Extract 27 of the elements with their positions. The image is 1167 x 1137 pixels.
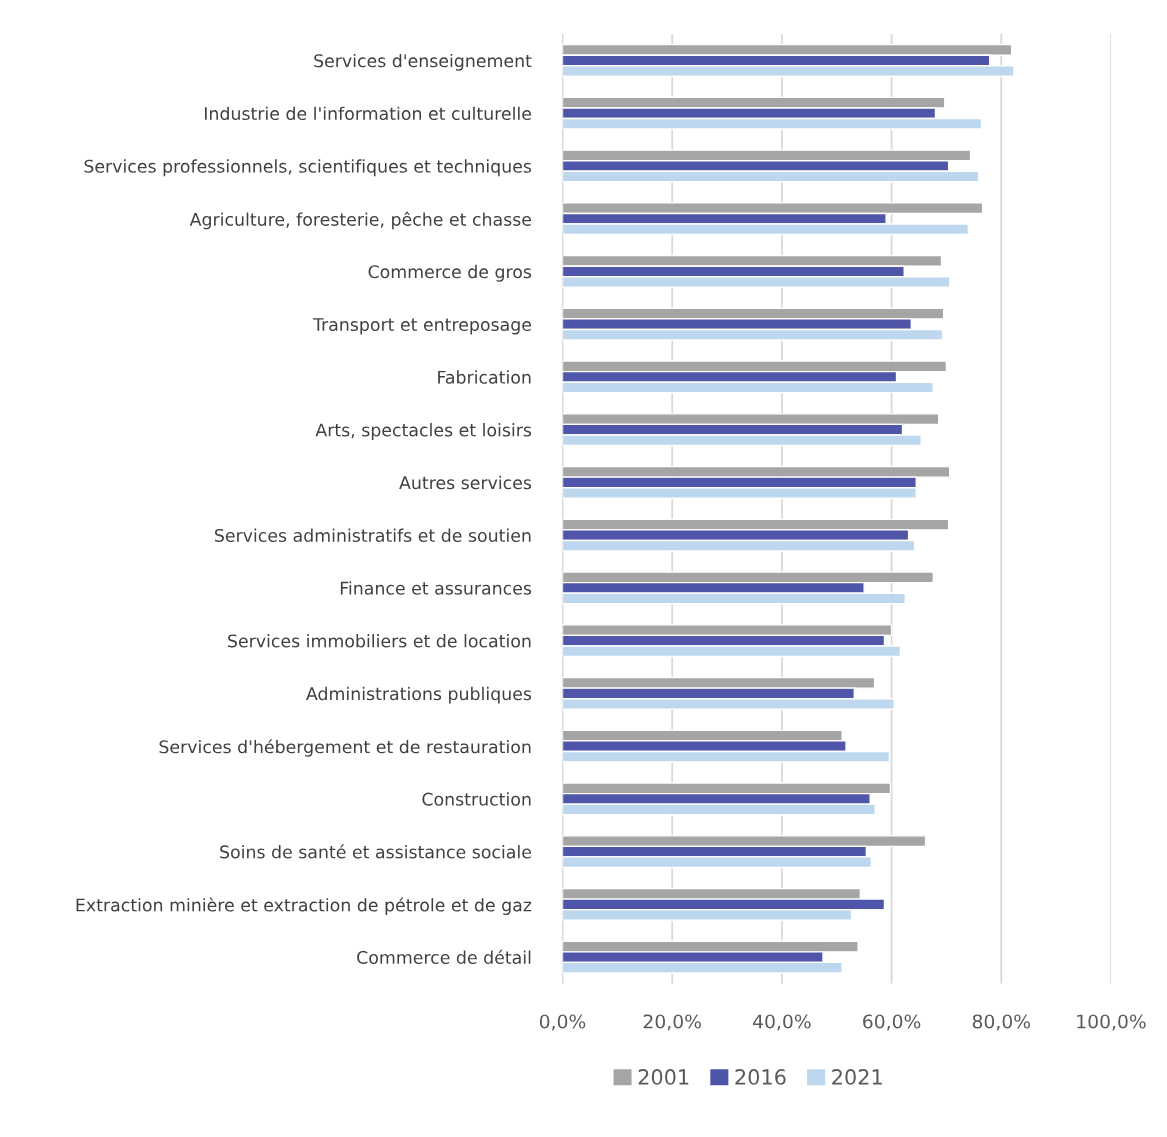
y-tick-label: Services d'enseignement: [314, 53, 532, 71]
legend-label: 2001: [638, 1069, 689, 1085]
y-tick-label: Services d'hébergement et de restauration: [159, 739, 531, 757]
y-tick-label: Services administratifs et de soutien: [214, 528, 531, 543]
y-tick-label: Construction: [422, 792, 531, 806]
x-tick-label: 80,0%: [972, 1014, 1031, 1031]
y-tick-label: Extraction minière et extraction de pétrole et de gaz: [76, 897, 532, 915]
y-tick-label: Administrations publiques: [306, 686, 532, 704]
y-tick-label: Transport et entreposage: [312, 318, 532, 335]
x-tick-label: 60,0%: [863, 1014, 921, 1031]
legend-label: 2021: [832, 1069, 882, 1085]
y-tick-label: Industrie de l'information et culturelle: [205, 106, 532, 121]
y-tick-label: Autres services: [399, 475, 532, 490]
y-tick-label: Services immobiliers et de location: [228, 634, 531, 648]
x-tick-label: 20,0%: [643, 1014, 701, 1031]
y-tick-label: Fabrication: [438, 370, 531, 384]
y-tick-label: Finance et assurances: [340, 581, 532, 595]
y-tick-label: Agriculture, foresterie, pêche et chasse: [189, 211, 532, 230]
y-tick-label: Services professionnels, scientifiques et techniques: [84, 159, 532, 177]
y-tick-label: Commerce de détail: [357, 949, 531, 964]
x-tick-label: 40,0%: [753, 1014, 811, 1031]
y-tick-label: Soins de santé et assistance sociale: [220, 844, 532, 859]
legend-label: 2016: [735, 1069, 786, 1085]
y-tick-label: Arts, spectacles et loisirs: [315, 423, 532, 440]
y-tick-label: Commerce de gros: [368, 264, 532, 282]
x-tick-label: 0,0%: [539, 1014, 586, 1031]
x-tick-label: 100,0%: [1077, 1014, 1146, 1031]
